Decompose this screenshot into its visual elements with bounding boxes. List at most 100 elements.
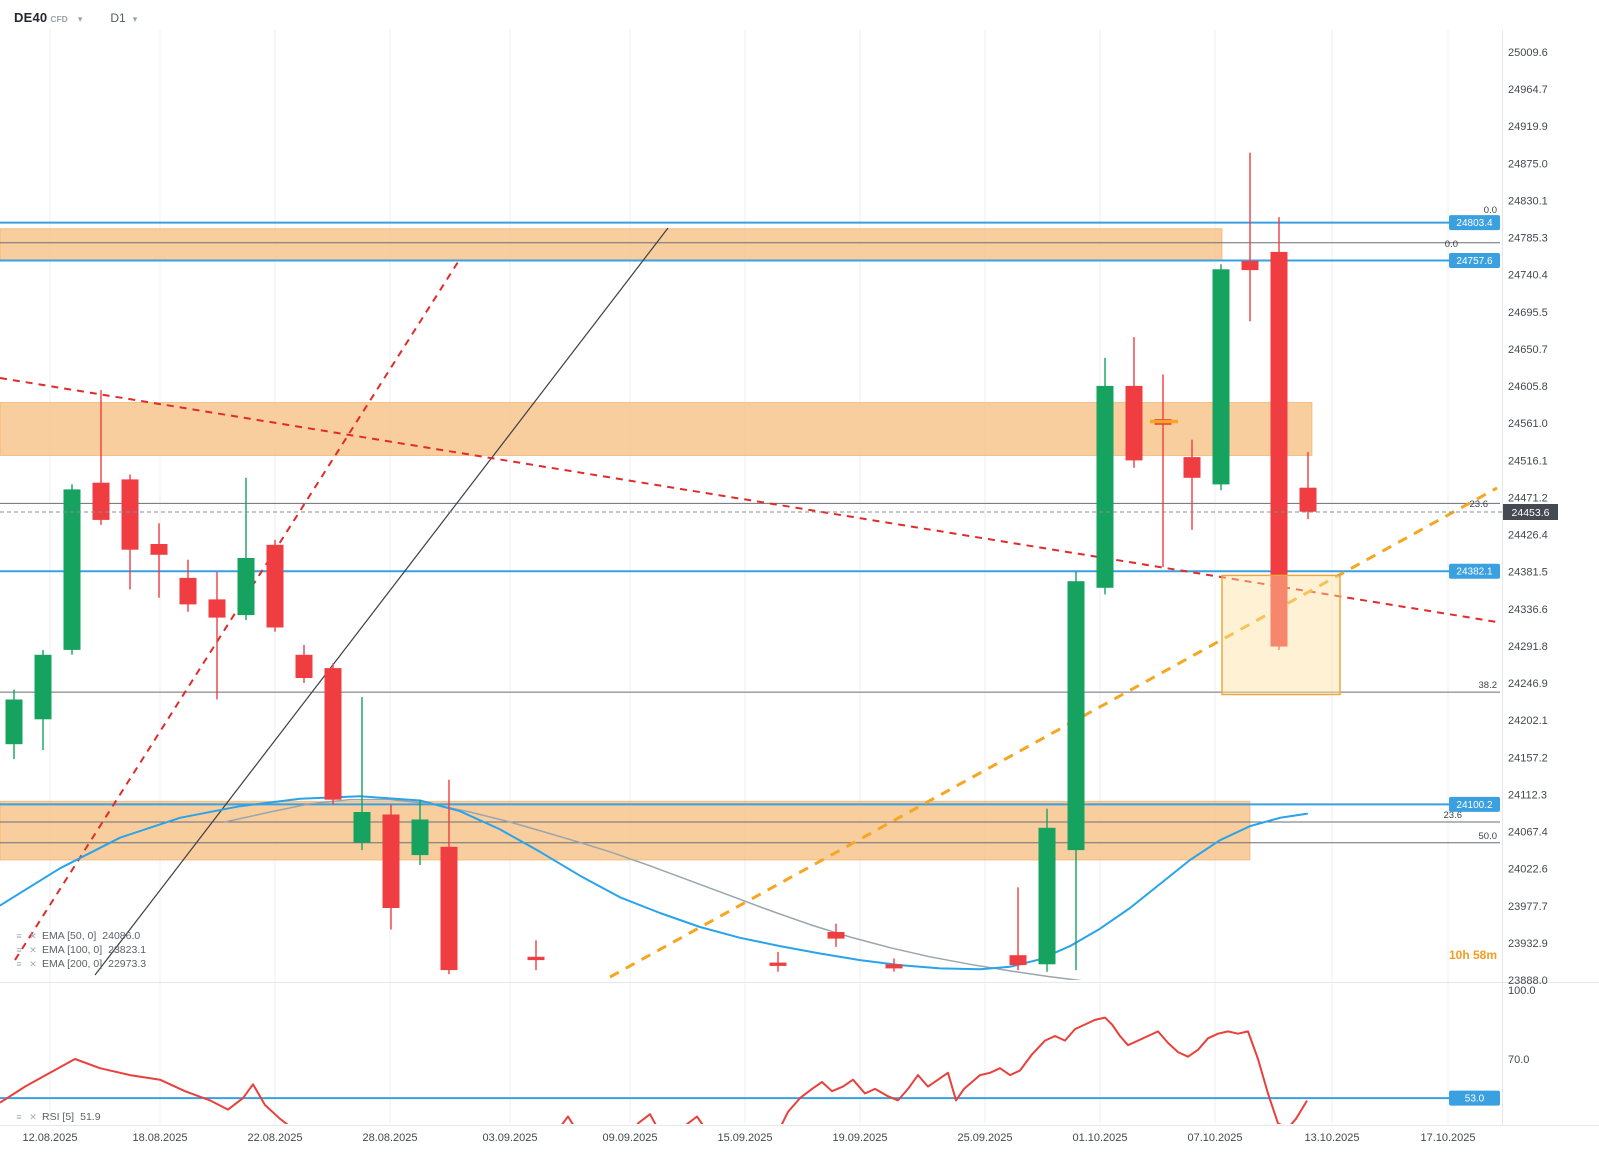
fib-label: 23.6 — [1470, 499, 1489, 510]
price-tag[interactable] — [1449, 215, 1500, 231]
candle-body — [266, 544, 284, 628]
date-tick: 13.10.2025 — [1304, 1132, 1359, 1144]
supply-demand-zones[interactable] — [0, 228, 1313, 861]
candle-body — [827, 932, 845, 939]
price-tag-label: 24803.4 — [1456, 218, 1493, 229]
price-tick: 24246.9 — [1508, 678, 1548, 690]
candle-body — [1125, 385, 1143, 461]
indicator-settings-icon[interactable]: ≡ — [16, 959, 22, 969]
candle-countdown: 10h 58m — [1448, 948, 1497, 962]
fibonacci-levels[interactable] — [0, 242, 1500, 844]
price-tick: 24022.6 — [1508, 864, 1548, 876]
price-tick: 24426.4 — [1508, 530, 1548, 542]
price-tick: 25009.6 — [1508, 47, 1548, 59]
price-tick: 24067.4 — [1508, 827, 1548, 839]
candle-body — [1038, 827, 1056, 965]
indicator-value: 22973.3 — [108, 958, 147, 970]
candle-body — [527, 956, 545, 961]
indicator-remove-icon[interactable]: ✕ — [29, 958, 37, 969]
price-tick: 24695.5 — [1508, 307, 1548, 319]
price-tag-label: 24382.1 — [1456, 567, 1493, 578]
price-tag-label: 24757.6 — [1456, 256, 1493, 267]
date-tick: 01.10.2025 — [1072, 1132, 1127, 1144]
candle-body — [411, 819, 429, 856]
rsi-panel — [0, 1016, 1500, 1124]
price-tick: 24785.3 — [1508, 233, 1548, 245]
price-tag[interactable] — [1449, 1090, 1500, 1106]
price-tick: 24650.7 — [1508, 344, 1548, 356]
timeframe-selector[interactable]: D1 ▾ — [110, 11, 137, 25]
indicator-remove-icon[interactable]: ✕ — [29, 930, 37, 941]
indicator-remove-icon[interactable]: ✕ — [29, 944, 37, 955]
ema100-line[interactable] — [224, 798, 1120, 986]
date-tick: 19.09.2025 — [832, 1132, 887, 1144]
drawn-rectangle-zone[interactable] — [1221, 574, 1341, 696]
price-tag[interactable] — [1449, 253, 1500, 268]
price-tags[interactable]: 24803.4 24757.6 24382.1 24100.2 53.0 24453.6 — [1449, 215, 1558, 1106]
price-tick: 24561.0 — [1508, 418, 1548, 430]
date-tick: 18.08.2025 — [132, 1132, 187, 1144]
candle-body — [353, 812, 371, 843]
price-tick: 23932.9 — [1508, 938, 1548, 950]
date-tick: 09.09.2025 — [602, 1132, 657, 1144]
price-axis[interactable]: 25009.6 24964.7 24919.9 24875.0 24830.1 24785… — [1508, 47, 1548, 1066]
price-tick: 24291.8 — [1508, 641, 1548, 653]
indicator-settings-icon[interactable]: ≡ — [16, 931, 22, 941]
symbol-selector[interactable]: DE40 CFD ▾ — [14, 10, 82, 25]
indicator-legends: ≡ ✕ EMA [50, 0] 24086.0 ≡ ✕ EMA [100, 0] 23823.… — [14, 929, 146, 971]
indicator-legend-row: ≡ ✕ EMA [50, 0] 24086.0 — [14, 929, 146, 943]
price-tick: 24112.3 — [1508, 789, 1547, 801]
price-tick: 24830.1 — [1508, 196, 1548, 208]
fib-label: 0.0 — [1484, 205, 1497, 216]
price-tick: 24875.0 — [1508, 158, 1548, 170]
candle-body — [121, 479, 139, 550]
candle-body — [92, 482, 110, 520]
price-tag[interactable] — [1449, 563, 1500, 579]
rsi-tick: 70.0 — [1508, 1054, 1529, 1066]
price-tick: 24605.8 — [1508, 381, 1548, 393]
candle-body — [34, 654, 52, 720]
indicator-label: EMA [200, 0] — [42, 958, 103, 970]
date-tick: 12.08.2025 — [22, 1132, 77, 1144]
price-tick: 24516.1 — [1508, 455, 1548, 467]
price-tick: 24336.6 — [1508, 604, 1548, 616]
ema50-line[interactable] — [0, 795, 1308, 971]
indicator-legend-row: ≡ ✕ RSI [5] 51.9 — [14, 1110, 101, 1124]
chart-header: DE40 CFD ▾ D1 ▾ — [14, 10, 137, 25]
candle-body — [324, 668, 342, 800]
date-tick: 28.08.2025 — [362, 1132, 417, 1144]
candle-body — [295, 654, 313, 678]
candle-body — [208, 599, 226, 618]
date-tick: 03.09.2025 — [482, 1132, 537, 1144]
price-tag[interactable] — [1449, 796, 1500, 812]
indicator-label: RSI [5] — [42, 1111, 75, 1123]
price-tick: 24157.2 — [1508, 752, 1548, 764]
fib-labels: 0.0 0.0 23.6 38.2 23.6 50.0 — [1444, 205, 1498, 842]
price-tick: 24919.9 — [1508, 121, 1548, 133]
chevron-down-icon: ▾ — [132, 14, 138, 24]
trendlines[interactable] — [0, 227, 1498, 979]
indicator-remove-icon[interactable]: ✕ — [29, 1111, 37, 1122]
rsi-line — [0, 1016, 1308, 1124]
moving-averages — [0, 795, 1308, 986]
instrument-type-label: CFD — [50, 14, 68, 24]
price-tick: 23977.7 — [1508, 901, 1548, 913]
indicator-value: 51.9 — [80, 1111, 101, 1123]
date-axis[interactable]: 12.08.2025 18.08.2025 22.08.2025 28.08.2025… — [22, 1132, 1475, 1144]
fib-label: 38.2 — [1479, 680, 1498, 691]
current-price-tag — [1503, 504, 1558, 520]
indicator-settings-icon[interactable]: ≡ — [16, 1112, 22, 1122]
indicator-value: 24086.0 — [102, 930, 141, 942]
rsi-tick: 100.0 — [1508, 985, 1536, 997]
symbol-name: DE40 — [14, 10, 48, 25]
price-tick: 24381.5 — [1508, 567, 1548, 579]
fib-label: 23.6 — [1444, 810, 1463, 821]
grid — [0, 30, 1599, 1126]
indicator-settings-icon[interactable]: ≡ — [16, 945, 22, 955]
date-tick: 25.09.2025 — [957, 1132, 1012, 1144]
candle-body — [63, 489, 81, 650]
price-tag-label: 53.0 — [1465, 1094, 1485, 1105]
date-tick: 17.10.2025 — [1420, 1132, 1475, 1144]
